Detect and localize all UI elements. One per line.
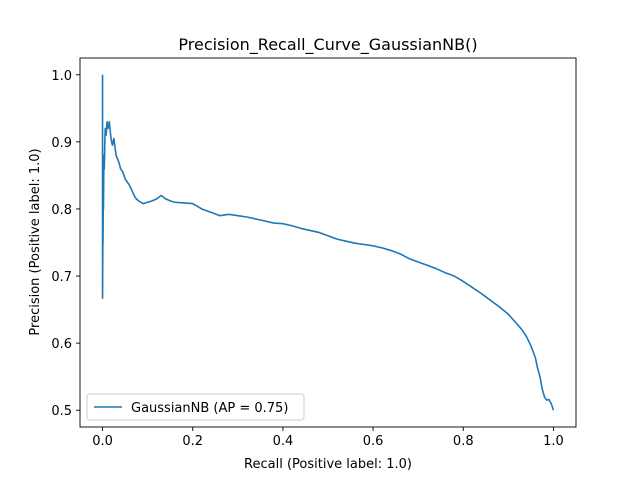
x-tick-label: 0.8 — [453, 434, 474, 449]
x-tick-label: 0.6 — [363, 434, 384, 449]
chart-title: Precision_Recall_Curve_GaussianNB() — [178, 35, 477, 55]
y-axis: 0.5 0.6 0.7 0.8 0.9 1.0 — [51, 69, 80, 419]
y-tick-label: 0.5 — [51, 404, 72, 419]
legend-label: GaussianNB (AP = 0.75) — [131, 401, 288, 416]
series-line-0 — [101, 74, 555, 411]
legend: GaussianNB (AP = 0.75) — [86, 393, 305, 421]
x-axis-label: Recall (Positive label: 1.0) — [244, 457, 412, 472]
legend-box — [86, 393, 305, 421]
x-tick-label: 1.0 — [543, 434, 564, 449]
x-tick-label: 0.2 — [182, 434, 203, 449]
y-tick-label: 1.0 — [51, 69, 72, 84]
y-tick-label: 0.7 — [51, 270, 72, 285]
x-axis: 0.0 0.2 0.4 0.6 0.8 1.0 — [92, 427, 564, 449]
y-axis-label: Precision (Positive label: 1.0) — [28, 148, 43, 335]
x-tick-label: 0.4 — [273, 434, 294, 449]
y-tick-label: 0.8 — [51, 203, 72, 218]
y-tick-label: 0.9 — [51, 136, 72, 151]
plot-area — [79, 57, 577, 428]
x-tick-label: 0.0 — [92, 434, 113, 449]
plot-frame — [79, 57, 577, 428]
y-tick-label: 0.6 — [51, 337, 72, 352]
